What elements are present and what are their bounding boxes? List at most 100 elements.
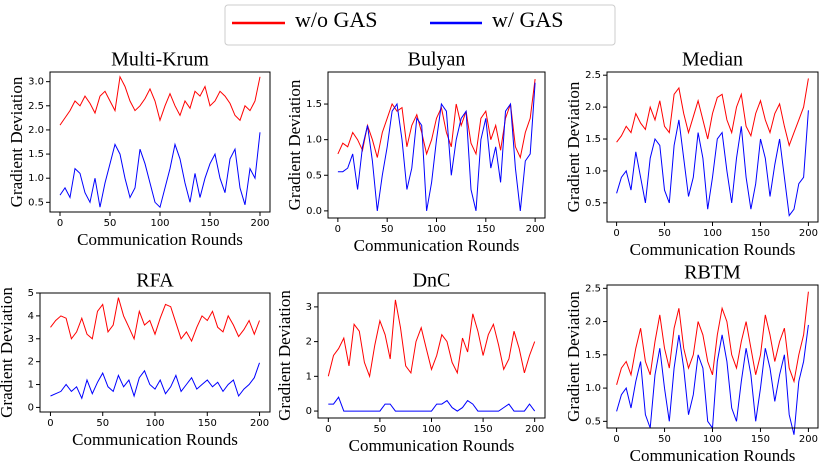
x-tick-label: 150 bbox=[751, 434, 770, 445]
subplot-title: Multi-Krum bbox=[111, 49, 209, 71]
plot-frame bbox=[49, 71, 271, 213]
subplot-title: Median bbox=[682, 49, 743, 71]
subplot-title: RFA bbox=[136, 270, 174, 292]
series-line bbox=[327, 299, 536, 379]
series-line bbox=[50, 362, 260, 400]
x-tick-label: 100 bbox=[145, 418, 164, 429]
x-tick-label: 100 bbox=[703, 434, 722, 445]
y-axis-label: Gradient Deviation bbox=[564, 291, 583, 422]
y-tick-label: 1.5 bbox=[585, 350, 601, 361]
x-tick-label: 200 bbox=[526, 224, 545, 235]
x-tick-label: 150 bbox=[751, 228, 770, 239]
x-tick-label: 0 bbox=[613, 434, 619, 445]
x-tick-label: 0 bbox=[613, 228, 619, 239]
x-tick-label: 0 bbox=[325, 424, 331, 435]
subplot-title: Bulyan bbox=[408, 49, 466, 71]
x-tick-label: 50 bbox=[658, 434, 671, 445]
y-tick-label: 1 bbox=[306, 371, 312, 382]
x-tick-label: 100 bbox=[150, 218, 169, 229]
x-axis-label: Communication Rounds bbox=[630, 446, 796, 465]
x-tick-label: 150 bbox=[200, 218, 219, 229]
y-axis-label: Gradient Deviation bbox=[275, 290, 294, 421]
x-tick-label: 200 bbox=[525, 424, 544, 435]
x-tick-label: 200 bbox=[250, 418, 269, 429]
x-tick-label: 100 bbox=[427, 224, 446, 235]
series-line bbox=[337, 82, 536, 212]
plot-frame bbox=[327, 71, 546, 219]
plot-frame bbox=[39, 292, 271, 413]
x-tick-label: 150 bbox=[476, 224, 495, 235]
y-tick-label: 3 bbox=[28, 334, 34, 345]
y-tick-label: 1.5 bbox=[585, 134, 601, 145]
subplot-title: DnC bbox=[413, 270, 451, 292]
y-axis-label: Gradient Deviation bbox=[0, 287, 16, 418]
plot-frame bbox=[317, 292, 546, 419]
y-tick-label: 2.0 bbox=[585, 317, 601, 328]
x-tick-label: 50 bbox=[96, 418, 109, 429]
subplot-title: RBTM bbox=[684, 262, 741, 284]
x-tick-label: 100 bbox=[422, 424, 441, 435]
y-tick-label: 0.5 bbox=[306, 170, 322, 181]
y-tick-label: 5 bbox=[28, 288, 34, 299]
series-line bbox=[328, 396, 536, 412]
plot-frame bbox=[606, 71, 819, 223]
y-tick-label: 0.5 bbox=[585, 416, 601, 427]
legend-label: w/o GAS bbox=[295, 7, 378, 32]
y-tick-label: 2.0 bbox=[28, 125, 44, 136]
series-line bbox=[50, 297, 260, 343]
y-tick-label: 2.0 bbox=[585, 102, 601, 113]
y-tick-label: 2.5 bbox=[585, 70, 601, 81]
y-tick-label: 2 bbox=[306, 337, 312, 348]
x-axis-label: Communication Rounds bbox=[349, 436, 515, 455]
x-axis-label: Communication Rounds bbox=[354, 236, 520, 255]
y-tick-label: 2 bbox=[28, 357, 34, 368]
y-tick-label: 1.0 bbox=[28, 173, 44, 184]
x-tick-label: 200 bbox=[799, 434, 818, 445]
x-tick-label: 0 bbox=[335, 224, 341, 235]
y-tick-label: 3.0 bbox=[28, 77, 44, 88]
x-tick-label: 50 bbox=[658, 228, 671, 239]
series-line bbox=[337, 79, 536, 160]
y-tick-label: 2.5 bbox=[28, 101, 44, 112]
x-tick-label: 50 bbox=[374, 424, 387, 435]
x-tick-label: 50 bbox=[381, 224, 394, 235]
y-tick-label: 0.5 bbox=[585, 198, 601, 209]
y-tick-label: 1.5 bbox=[306, 99, 322, 110]
y-tick-label: 3 bbox=[306, 302, 312, 313]
legend-box bbox=[224, 4, 616, 46]
x-tick-label: 0 bbox=[47, 418, 53, 429]
y-tick-label: 1 bbox=[28, 380, 34, 391]
y-tick-label: 1.0 bbox=[306, 135, 322, 146]
x-tick-label: 200 bbox=[250, 218, 269, 229]
x-axis-label: Communication Rounds bbox=[630, 240, 796, 259]
series-line bbox=[616, 110, 809, 217]
y-axis-label: Gradient Deviation bbox=[564, 81, 583, 212]
y-tick-label: 2.5 bbox=[585, 283, 601, 294]
x-tick-label: 200 bbox=[799, 228, 818, 239]
x-tick-label: 50 bbox=[104, 218, 117, 229]
series-line bbox=[616, 291, 809, 385]
series-line bbox=[59, 75, 261, 126]
y-tick-label: 4 bbox=[28, 311, 34, 322]
x-axis-label: Communication Rounds bbox=[77, 230, 243, 249]
plot-frame bbox=[606, 284, 819, 429]
y-axis-label: Gradient Deviation bbox=[7, 76, 26, 207]
x-tick-label: 150 bbox=[198, 418, 217, 429]
x-axis-label: Communication Rounds bbox=[72, 430, 238, 449]
y-tick-label: 0.0 bbox=[306, 206, 322, 217]
y-tick-label: 0 bbox=[306, 406, 312, 417]
y-tick-label: 0.5 bbox=[28, 197, 44, 208]
x-tick-label: 0 bbox=[57, 218, 63, 229]
y-axis-label: Gradient Deviation bbox=[285, 79, 304, 210]
y-tick-label: 1.0 bbox=[585, 166, 601, 177]
series-line bbox=[59, 132, 261, 209]
y-tick-label: 0 bbox=[28, 402, 34, 413]
x-tick-label: 100 bbox=[703, 228, 722, 239]
legend-label: w/ GAS bbox=[492, 7, 564, 32]
y-tick-label: 1.0 bbox=[585, 383, 601, 394]
series-line bbox=[616, 78, 809, 148]
x-tick-label: 150 bbox=[474, 424, 493, 435]
y-tick-label: 1.5 bbox=[28, 149, 44, 160]
